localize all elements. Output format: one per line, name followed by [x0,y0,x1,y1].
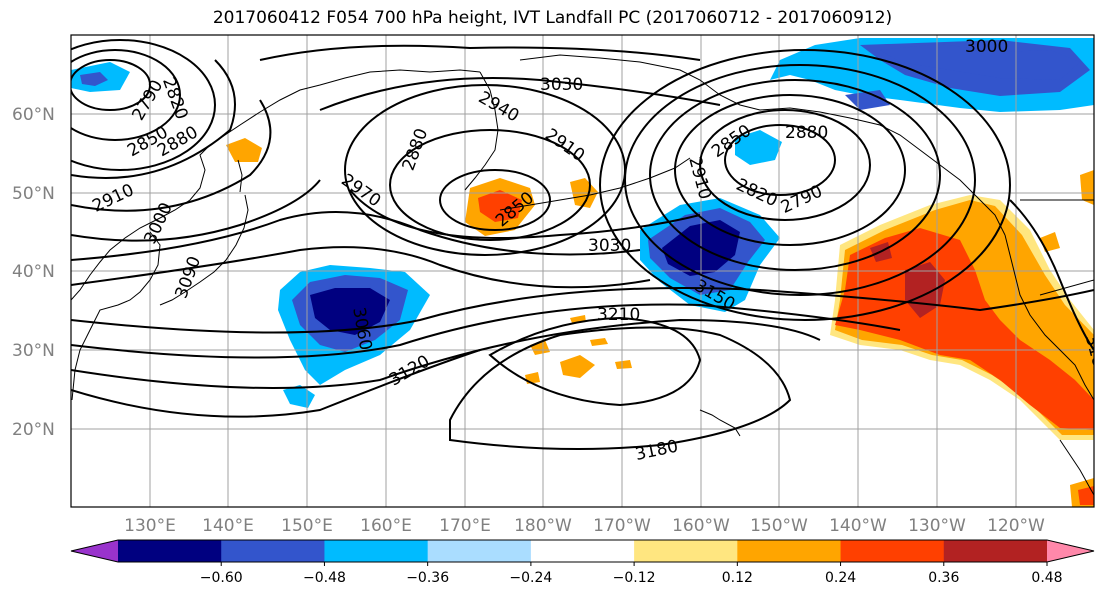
lat-label: 20°N [12,420,55,440]
lon-label: 130°E [124,516,176,536]
contour-label: 2820 [733,175,781,211]
contour-label: 2820 [158,75,192,122]
contour-label: 3120 [386,352,433,391]
coast-sakhalin [237,159,243,193]
colorbar-segment [118,540,222,562]
colorbar-tick-label: −0.36 [406,570,449,586]
coast-mexico [1059,439,1094,496]
colorbar-segment [221,540,325,562]
contour-label: 3000 [965,37,1008,57]
map-panel: 2790 2820 2850 2880 2910 3000 3090 3060 … [71,35,1094,507]
lon-label: 120°W [987,516,1045,536]
shade-ep-se2 [1078,486,1094,505]
colorbar-tick-label: −0.24 [509,570,552,586]
contour-label: 3000 [140,200,176,248]
colorbar-segment [737,540,842,562]
graticule [71,35,1094,507]
contour-label: 2910 [541,125,588,166]
lat-labels: 60°N 50°N 40°N 30°N 20°N [12,105,55,440]
colorbar-arrow-low [71,540,118,562]
colorbar-tick-label: −0.48 [303,570,346,586]
height-contours [71,39,1094,450]
colorbar-segment [427,540,532,562]
contour-label: 2880 [399,126,433,173]
contour-label: 3090 [172,254,206,301]
coast-japan [159,194,249,306]
colorbar-segment [324,540,429,562]
colorbar-tick-label: 0.36 [928,570,959,586]
shade-alaska-patch [845,90,890,110]
lon-label: 160°W [672,516,730,536]
contour-label: 3210 [597,305,640,325]
lon-label: 140°E [202,516,254,536]
colorbar-segment [530,540,635,562]
shade-hi-e [590,338,608,346]
colorbar-tick-label: 0.12 [722,570,753,586]
map-title: 2017060412 F054 700 hPa height, IVT Land… [212,8,893,28]
coast-asia [71,69,481,301]
lon-label: 150°W [750,516,808,536]
lat-label: 60°N [12,105,55,125]
colorbar-tick-label: −0.60 [200,570,243,586]
lon-label: 180°W [514,516,572,536]
shade-w-blue [80,72,108,86]
lat-label: 50°N [12,184,55,204]
lat-label: 30°N [12,341,55,361]
coast-korea [71,231,161,401]
coast-border2 [1039,279,1094,296]
lon-labels: 130°E 140°E 150°E 160°E 170°E 180°W 170°… [124,516,1045,536]
shade-alaska-dark [880,44,1080,80]
coast-aleutians [499,157,691,211]
colorbar-tick-label: −0.12 [613,570,656,586]
lon-label: 160°E [360,516,412,536]
coast-alaska [519,54,1006,236]
shade-kam-red [478,190,522,222]
colorbar-arrow-high [1047,540,1094,562]
colorbar-segment [943,540,1048,562]
contour-label: 2910 [684,155,715,202]
coastlines [71,54,1094,496]
contour-label: 2880 [785,123,828,143]
shade-ep-red [835,228,1094,430]
contour-label: 3030 [540,75,583,95]
map-frame [70,34,1095,508]
coast-na-west [1004,234,1094,401]
coast-hawaii [699,409,741,437]
colorbar-tick-label: 0.48 [1031,570,1062,586]
colorbar: −0.60 −0.48 −0.36 −0.24 −0.12 0.12 0.24 0.36 0.4… [70,539,1095,586]
contour-label: 3030 [588,236,631,256]
shade-ep-bc [1040,232,1060,252]
contour-label: 2940 [475,88,522,127]
shade-japan [226,138,262,162]
lon-label: 140°W [829,516,887,536]
colorbar-outline [70,539,1095,563]
contour-label: 3180 [633,436,679,465]
shade-hi-f [615,360,632,369]
lon-label: 170°E [439,516,491,536]
shade-goa-cyan [735,130,782,165]
shade-hi-c [560,355,595,378]
contour-label: 2790 [778,181,826,217]
colorbar-segment [840,540,945,562]
lon-label: 150°E [281,516,333,536]
shade-ep-top [1080,170,1094,205]
colorbar-tick-label: 0.24 [825,570,856,586]
shade-hi-b [525,372,540,384]
lon-label: 170°W [593,516,651,536]
colorbar-segment [634,540,738,562]
coast-kamchatka [464,71,499,191]
contour-label: 2970 [337,170,384,211]
lon-label: 130°W [908,516,966,536]
lat-label: 40°N [12,262,55,282]
shade-wp-dark [310,288,390,335]
